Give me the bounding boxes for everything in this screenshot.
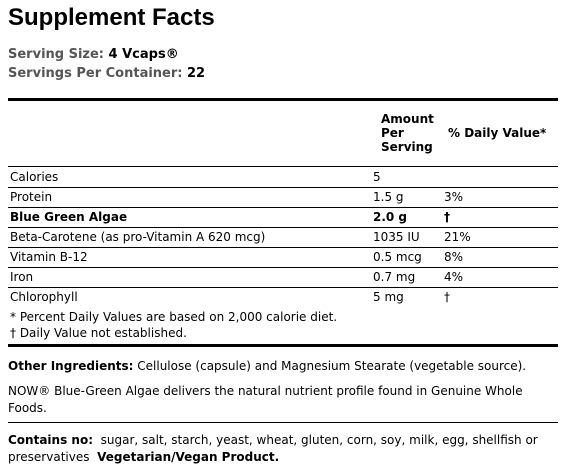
nutrient-name: Vitamin B-12 — [10, 250, 88, 264]
dv-header: % Daily Value* — [448, 126, 547, 140]
row-rule — [8, 207, 558, 208]
amount: 0.5 mcg — [373, 250, 422, 264]
value: 22 — [187, 66, 206, 81]
nutrient-name: Blue Green Algae — [10, 210, 128, 224]
contains-no: Contains no: sugar, salt, starch, yeast,… — [8, 432, 553, 466]
text: sugar, salt, starch, yeast, wheat, glute… — [8, 433, 538, 464]
daily-value: † — [444, 210, 450, 224]
daily-value: † — [444, 290, 450, 304]
label: Servings Per Container: — [8, 66, 183, 81]
row: Blue Green Algae 2.0 g † — [8, 208, 558, 227]
footnote: * Percent Daily Values are based on 2,00… — [10, 310, 338, 324]
rule — [8, 344, 558, 347]
amount: 2.0 g — [373, 210, 408, 224]
text: Cellulose (capsule) and Magnesium Steara… — [137, 359, 527, 373]
nutrient-name: Beta-Carotene (as pro-Vitamin A 620 mcg) — [10, 230, 266, 244]
nutrient-name: Protein — [10, 190, 53, 204]
amount: 5 mg — [373, 290, 404, 304]
title: Supplement Facts — [8, 4, 215, 31]
row-rule — [8, 267, 558, 268]
value: 4 Vcaps® — [108, 47, 179, 62]
serving-size: Serving Size: 4 Vcaps® — [8, 47, 179, 62]
label: Contains no: — [8, 433, 93, 447]
row: Iron 0.7 mg 4% — [8, 268, 558, 287]
daily-value: 21% — [444, 230, 471, 244]
daily-value: 3% — [444, 190, 464, 204]
daily-value: 4% — [444, 270, 464, 284]
nutrient-name: Calories — [10, 170, 59, 184]
amount: 1035 IU — [373, 230, 420, 244]
row: Beta-Carotene (as pro-Vitamin A 620 mcg)… — [8, 228, 558, 247]
amount: 5 — [373, 170, 381, 184]
row-rule — [8, 287, 558, 288]
row: Calories 5 — [8, 168, 558, 187]
row: Protein 1.5 g 3% — [8, 188, 558, 207]
label: Other Ingredients: — [8, 359, 134, 373]
row-rule — [8, 187, 558, 188]
footnotes: * Percent Daily Values are based on 2,00… — [10, 309, 337, 341]
note: Vegetarian/Vegan Product. — [97, 450, 280, 464]
row: Vitamin B-12 0.5 mcg 8% — [8, 248, 558, 267]
rule — [8, 166, 558, 167]
footnote: † Daily Value not established. — [10, 326, 187, 340]
rule — [8, 98, 558, 101]
nutrient-name: Iron — [10, 270, 34, 284]
row: Chlorophyll 5 mg † — [8, 288, 558, 307]
description: NOW® Blue-Green Algae delivers the natur… — [8, 384, 523, 415]
nutrient-name: Chlorophyll — [10, 290, 78, 304]
amount: 1.5 g — [373, 190, 404, 204]
other-ingredients: Other Ingredients: Cellulose (capsule) a… — [8, 358, 553, 375]
row-rule — [8, 227, 558, 228]
daily-value: 8% — [444, 250, 464, 264]
rule — [8, 422, 558, 423]
amount: 0.7 mg — [373, 270, 416, 284]
amount-header: Amount Per Serving — [381, 112, 434, 154]
servings-per-container: Servings Per Container: 22 — [8, 66, 205, 81]
label: Serving Size: — [8, 47, 105, 62]
row-rule — [8, 247, 558, 248]
